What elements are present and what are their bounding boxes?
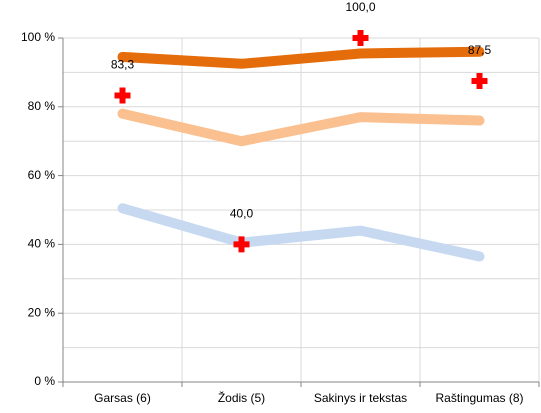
cross-marker bbox=[352, 30, 369, 46]
series-line bbox=[117, 203, 485, 262]
y-tick-label: 40 % bbox=[28, 237, 56, 251]
data-label: 40,0 bbox=[230, 207, 254, 221]
y-tick-label: 80 % bbox=[28, 99, 56, 113]
x-tick-label: Žodis (5) bbox=[218, 390, 265, 405]
series-line bbox=[117, 108, 485, 147]
x-tick-label: Garsas (6) bbox=[94, 391, 151, 405]
data-label: 87,5 bbox=[468, 43, 492, 57]
y-tick-label: 100 % bbox=[21, 30, 55, 44]
series-line bbox=[117, 46, 485, 69]
data-label: 83,3 bbox=[111, 58, 135, 72]
y-tick-label: 20 % bbox=[28, 305, 56, 319]
cross-marker bbox=[233, 236, 250, 253]
cross-marker bbox=[114, 87, 131, 104]
y-tick-label: 0 % bbox=[34, 374, 55, 388]
data-label: 100,0 bbox=[345, 0, 375, 14]
x-tick-label: Raštingumas (8) bbox=[435, 391, 523, 405]
x-tick-label: Sakinys ir tekstas bbox=[314, 391, 407, 405]
cross-marker bbox=[471, 73, 488, 89]
y-tick-label: 60 % bbox=[28, 168, 56, 182]
